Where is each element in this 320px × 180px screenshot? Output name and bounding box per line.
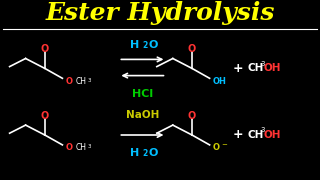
Text: HCl: HCl [132,89,153,99]
Text: OH: OH [264,63,282,73]
Text: 3: 3 [261,61,265,67]
Text: O: O [148,148,157,158]
Text: 3: 3 [88,144,92,149]
Text: O: O [66,143,73,152]
Text: O: O [41,111,49,121]
Text: CH: CH [248,130,264,140]
Text: OH: OH [213,77,227,86]
Text: 2: 2 [142,148,148,158]
Text: NaOH: NaOH [126,110,159,120]
Text: O: O [188,111,196,121]
Text: +: + [233,129,244,141]
Text: O: O [188,44,196,55]
Text: O: O [148,40,157,50]
Text: 3: 3 [88,78,92,83]
Text: +: + [233,62,244,75]
Text: O: O [66,77,73,86]
Text: O: O [41,44,49,55]
Text: −: − [221,142,227,148]
Text: 3: 3 [261,127,265,134]
Text: O: O [213,143,220,152]
Text: Ester Hydrolysis: Ester Hydrolysis [45,1,275,25]
Text: CH: CH [248,63,264,73]
Text: H: H [130,40,139,50]
Text: H: H [130,148,139,158]
Text: CH: CH [75,143,86,152]
Text: CH: CH [75,77,86,86]
Text: 2: 2 [142,40,148,50]
Text: OH: OH [264,130,282,140]
